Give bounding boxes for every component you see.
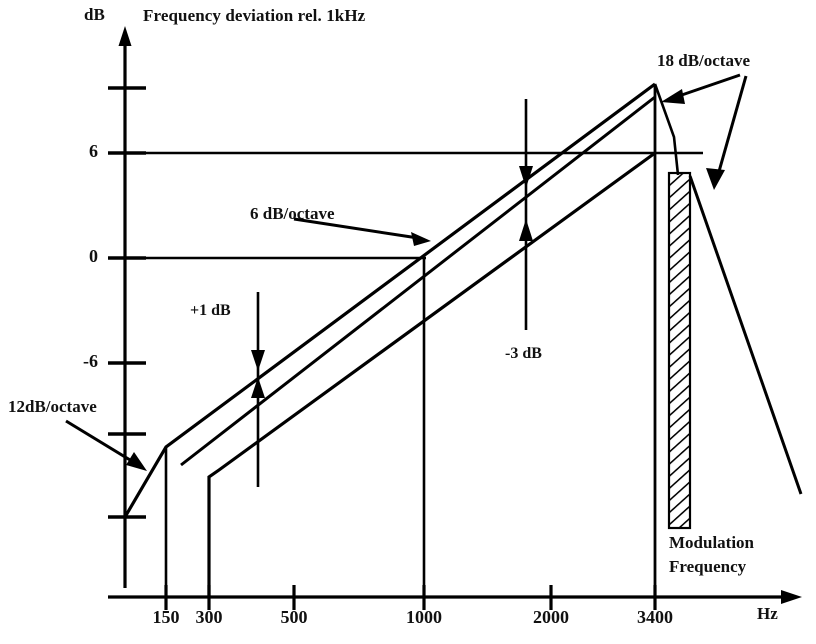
x-tick-label-500: 500 bbox=[280, 607, 308, 627]
vertical-grid-lines bbox=[164, 84, 657, 597]
annotation-18db-octave: 18 dB/octave bbox=[657, 51, 751, 70]
x-tick-label-3400: 3400 bbox=[637, 607, 673, 627]
annotation-plus1db: +1 dB bbox=[190, 302, 231, 319]
annotation-6db-octave: 6 dB/octave bbox=[250, 204, 335, 223]
x-axis bbox=[108, 590, 802, 604]
measure-arrow-plus1db bbox=[251, 292, 265, 487]
leader-18db-to-band bbox=[706, 75, 748, 190]
figure-title: Frequency deviation rel. 1kHz bbox=[143, 6, 366, 25]
leader-6db bbox=[293, 217, 431, 246]
curve-upper-tolerance bbox=[123, 82, 680, 518]
leader-modulation-band bbox=[688, 175, 803, 495]
y-tick-label-6: 6 bbox=[89, 141, 98, 161]
annotation-modulation-line2: Frequency bbox=[669, 557, 747, 576]
y-tick-label-0: 0 bbox=[89, 246, 98, 266]
x-tick-label-2000: 2000 bbox=[533, 607, 569, 627]
x-tick-label-300: 300 bbox=[195, 607, 223, 627]
y-axis bbox=[118, 26, 132, 588]
x-tick-label-150: 150 bbox=[152, 607, 180, 627]
y-axis-unit-label: dB bbox=[84, 5, 105, 24]
x-tick-label-1000: 1000 bbox=[406, 607, 442, 627]
leader-12db bbox=[65, 419, 147, 471]
curve-lower-tolerance bbox=[207, 151, 656, 597]
leader-18db-to-peak bbox=[661, 73, 741, 104]
y-tick-label-minus6: -6 bbox=[83, 351, 98, 371]
annotation-minus3db: -3 dB bbox=[505, 345, 542, 362]
annotation-12db-octave: 12dB/octave bbox=[8, 397, 97, 416]
curve-upper-tolerance-inner bbox=[180, 95, 656, 467]
annotation-modulation-line1: Modulation bbox=[669, 533, 755, 552]
measure-arrow-minus3db bbox=[519, 99, 533, 330]
modulation-band-hatched bbox=[667, 171, 692, 530]
x-axis-unit-label: Hz bbox=[757, 604, 778, 623]
